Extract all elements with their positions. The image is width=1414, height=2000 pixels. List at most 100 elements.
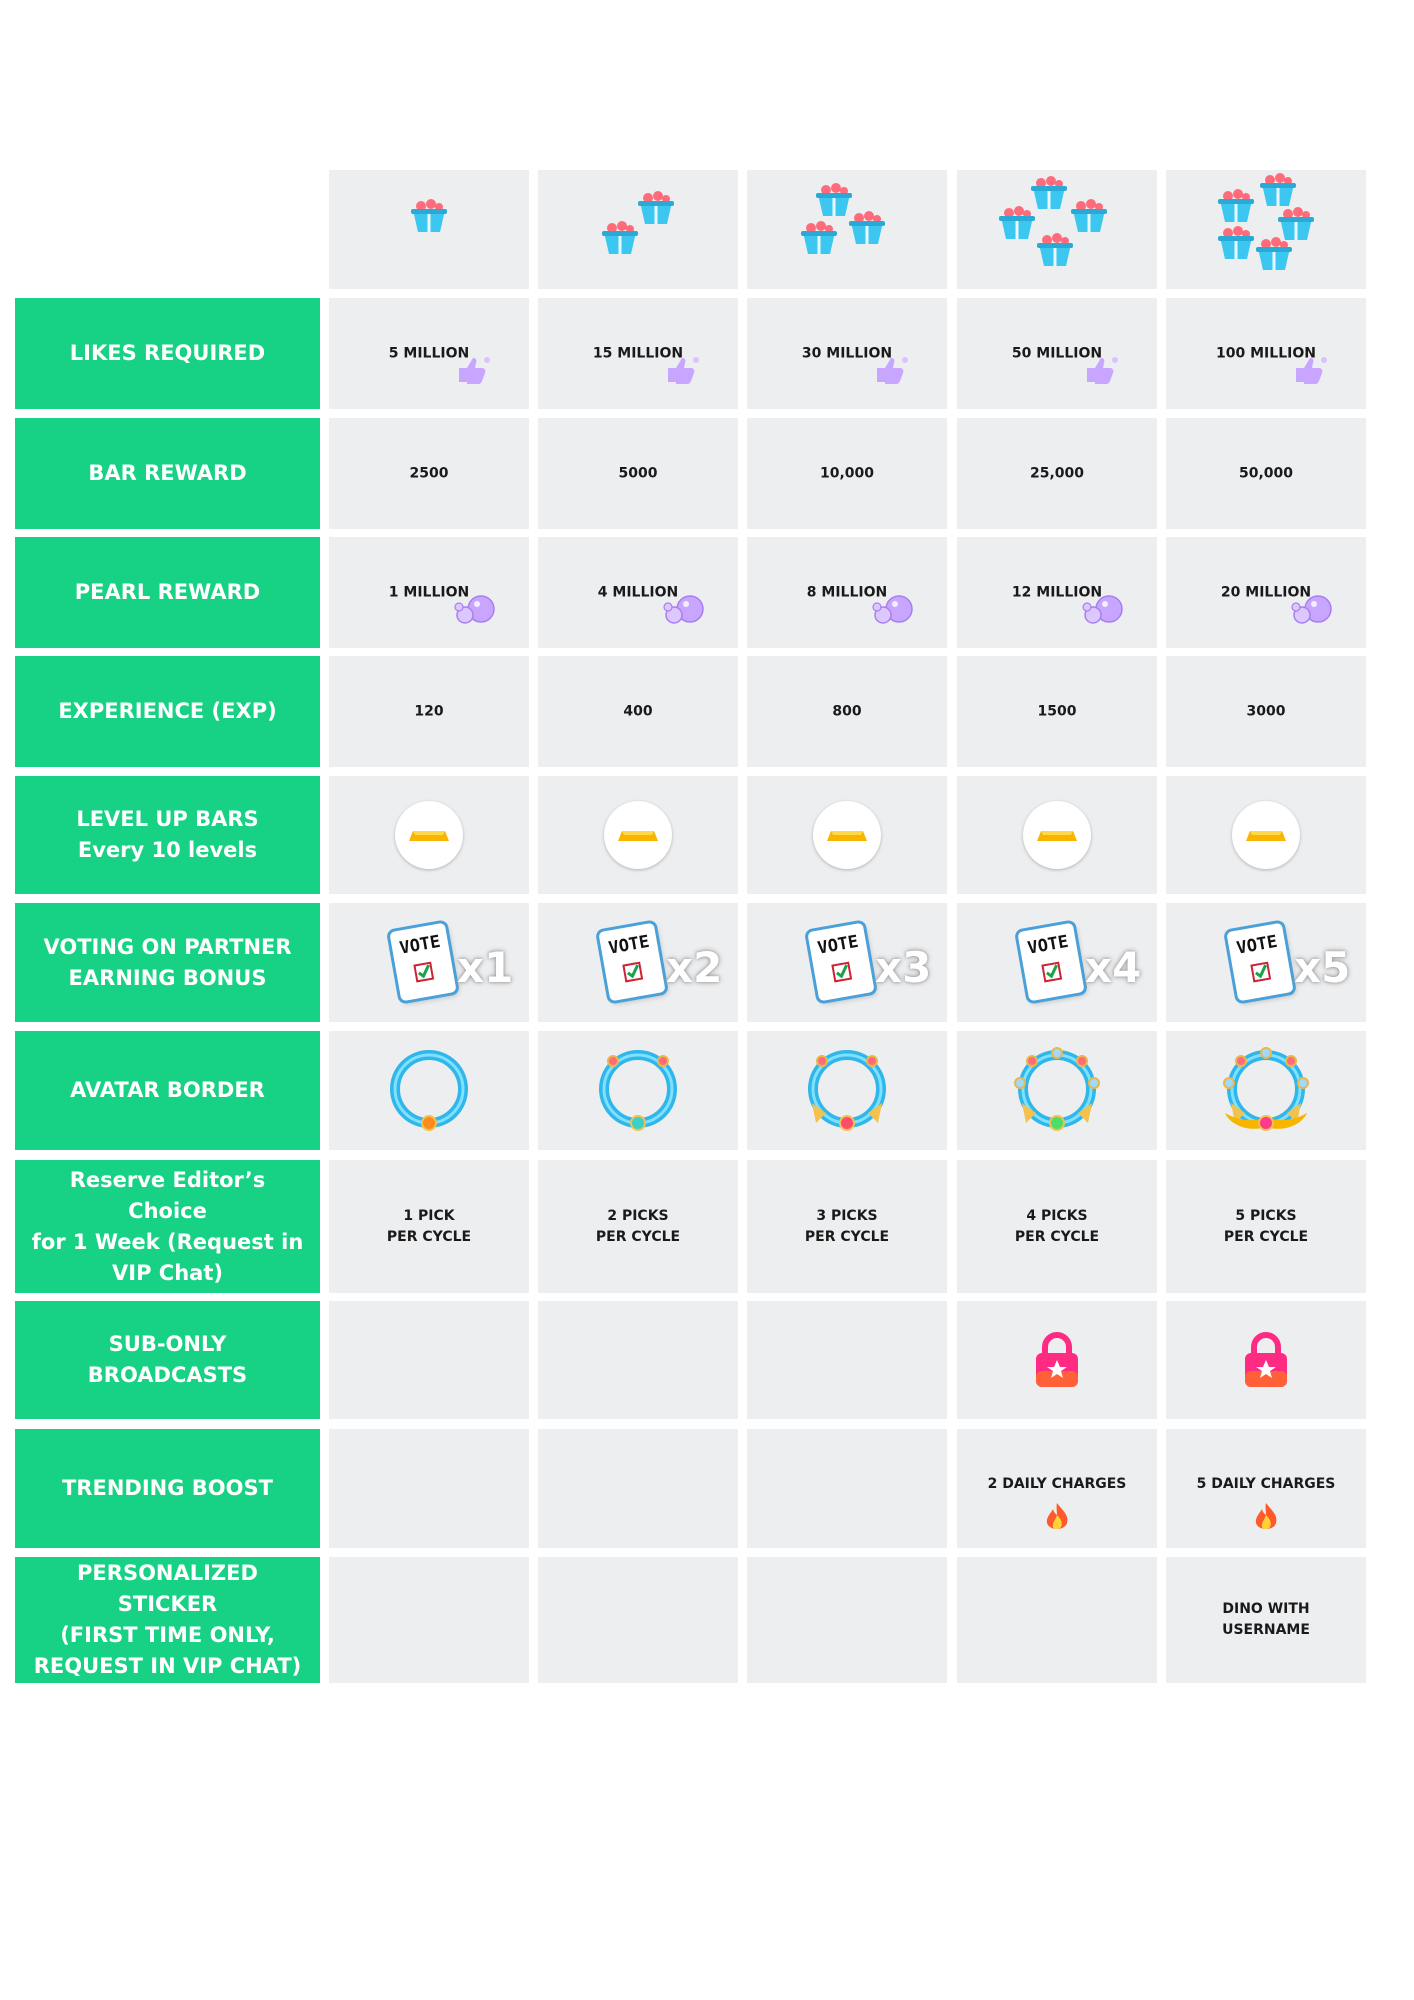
table-cell [329,776,529,894]
gift-box-icon [1037,233,1073,266]
vote-multiplier: x1 [457,943,514,992]
cell-value: 3000 [1246,703,1286,719]
tier-gift-group [1166,170,1366,289]
cell-content [329,1557,529,1683]
table-cell: 5000 [538,418,738,529]
vote-checkbox [831,961,853,983]
table-cell [1166,776,1366,894]
table-cell: VOTE x1 [329,903,529,1022]
cell-value: 50 MILLION [1011,345,1103,361]
cell-content [538,1557,738,1683]
cell-content: 5000 [538,418,738,529]
row-header: LIKES REQUIRED [15,298,320,409]
table-cell [747,1031,947,1150]
cell-value: 12 MILLION [1011,584,1103,600]
table-cell: VOTE x5 [1166,903,1366,1022]
gift-box-icon [1218,226,1254,259]
cell-content: 1 MILLION [329,537,529,648]
cell-content: 100 MILLION [1166,298,1366,409]
vote-ballot-icon: VOTE [807,922,875,1002]
vote-checkbox [413,961,435,983]
row-header: LEVEL UP BARS Every 10 levels [15,776,320,894]
gift-box-icon [638,191,674,224]
table-cell: 4 PICKS PER CYCLE [957,1160,1157,1293]
cell-content: 15 MILLION [538,298,738,409]
row-header-label: TRENDING BOOST [62,1476,273,1500]
cell-value: 5 PICKS PER CYCLE [1223,1207,1309,1245]
cell-content [957,1301,1157,1419]
cell-content: 1500 [957,656,1157,767]
gold-bar-disc [1232,801,1300,869]
row-header-label: EXPERIENCE (EXP) [58,699,277,723]
row-header: PEARL REWARD [15,537,320,648]
cell-value: 20 MILLION [1220,584,1312,600]
table-cell: 30 MILLION [747,298,947,409]
gold-bar-icon [409,831,449,841]
table-cell: 20 MILLION [1166,537,1366,648]
gold-bar-disc [604,801,672,869]
table-cell: 1 PICK PER CYCLE [329,1160,529,1293]
gift-box-icon [1031,176,1067,209]
table-cell: 2500 [329,418,529,529]
cell-content [747,1429,947,1548]
table-cell [538,776,738,894]
table-cell [538,1557,738,1683]
cell-content [747,1031,947,1150]
table-cell: VOTE x2 [538,903,738,1022]
table-cell: 3 PICKS PER CYCLE [747,1160,947,1293]
lock-star-icon [1036,1332,1078,1387]
row-header-label: BAR REWARD [88,461,247,485]
tier-header-cell [538,170,738,289]
cell-content: 5 PICKS PER CYCLE [1166,1160,1366,1293]
cell-value: 4 MILLION [597,584,679,600]
table-cell: 10,000 [747,418,947,529]
tier-header-cell [1166,170,1366,289]
cell-content [329,776,529,894]
vote-label: VOTE [1026,931,1070,959]
row-header: EXPERIENCE (EXP) [15,656,320,767]
row-header: Reserve Editor’s Choice for 1 Week (Requ… [15,1160,320,1293]
thumbs-up-icon [668,357,699,384]
vote-ballot-icon: VOTE [1226,922,1294,1002]
gold-bar-disc [395,801,463,869]
cell-content: 800 [747,656,947,767]
cell-content: 4 PICKS PER CYCLE [957,1160,1157,1293]
avatar-border-icon [1014,1047,1100,1131]
tier-gift-group [957,170,1157,289]
gift-box-icon [801,221,837,254]
gift-box-icon [849,211,885,244]
table-cell [329,1031,529,1150]
row-header: AVATAR BORDER [15,1031,320,1150]
vote-label: VOTE [398,931,442,959]
cell-value: 2 PICKS PER CYCLE [595,1207,681,1245]
cell-content: 30 MILLION [747,298,947,409]
cell-content [957,1557,1157,1683]
cell-value: 100 MILLION [1216,345,1316,361]
cell-content: DINO WITH USERNAME [1166,1557,1366,1683]
vote-checkbox [622,961,644,983]
table-cell: 3000 [1166,656,1366,767]
cell-value: 1 PICK PER CYCLE [386,1207,472,1245]
table-cell [957,776,1157,894]
table-cell: 8 MILLION [747,537,947,648]
thumbs-up-icon [877,357,908,384]
cell-content: 50,000 [1166,418,1366,529]
table-cell [747,776,947,894]
cell-value: 2 DAILY CHARGES [987,1476,1127,1492]
flame-icon [1255,1503,1277,1530]
gold-bar-icon [827,831,867,841]
cell-value: 120 [414,703,444,719]
row-header-label: SUB-ONLY BROADCASTS [87,1332,248,1387]
cell-value: 1 MILLION [388,584,470,600]
cell-content [538,1429,738,1548]
table-cell: 100 MILLION [1166,298,1366,409]
gift-box-icon [1278,207,1314,240]
table-cell [1166,1301,1366,1419]
table-cell: VOTE x4 [957,903,1157,1022]
cell-value: 5000 [618,465,658,481]
table-cell [329,1557,529,1683]
cell-content: 2 DAILY CHARGES [957,1429,1157,1548]
vote-label: VOTE [1235,931,1279,959]
avatar-border-icon [1223,1047,1309,1131]
table-cell [538,1031,738,1150]
